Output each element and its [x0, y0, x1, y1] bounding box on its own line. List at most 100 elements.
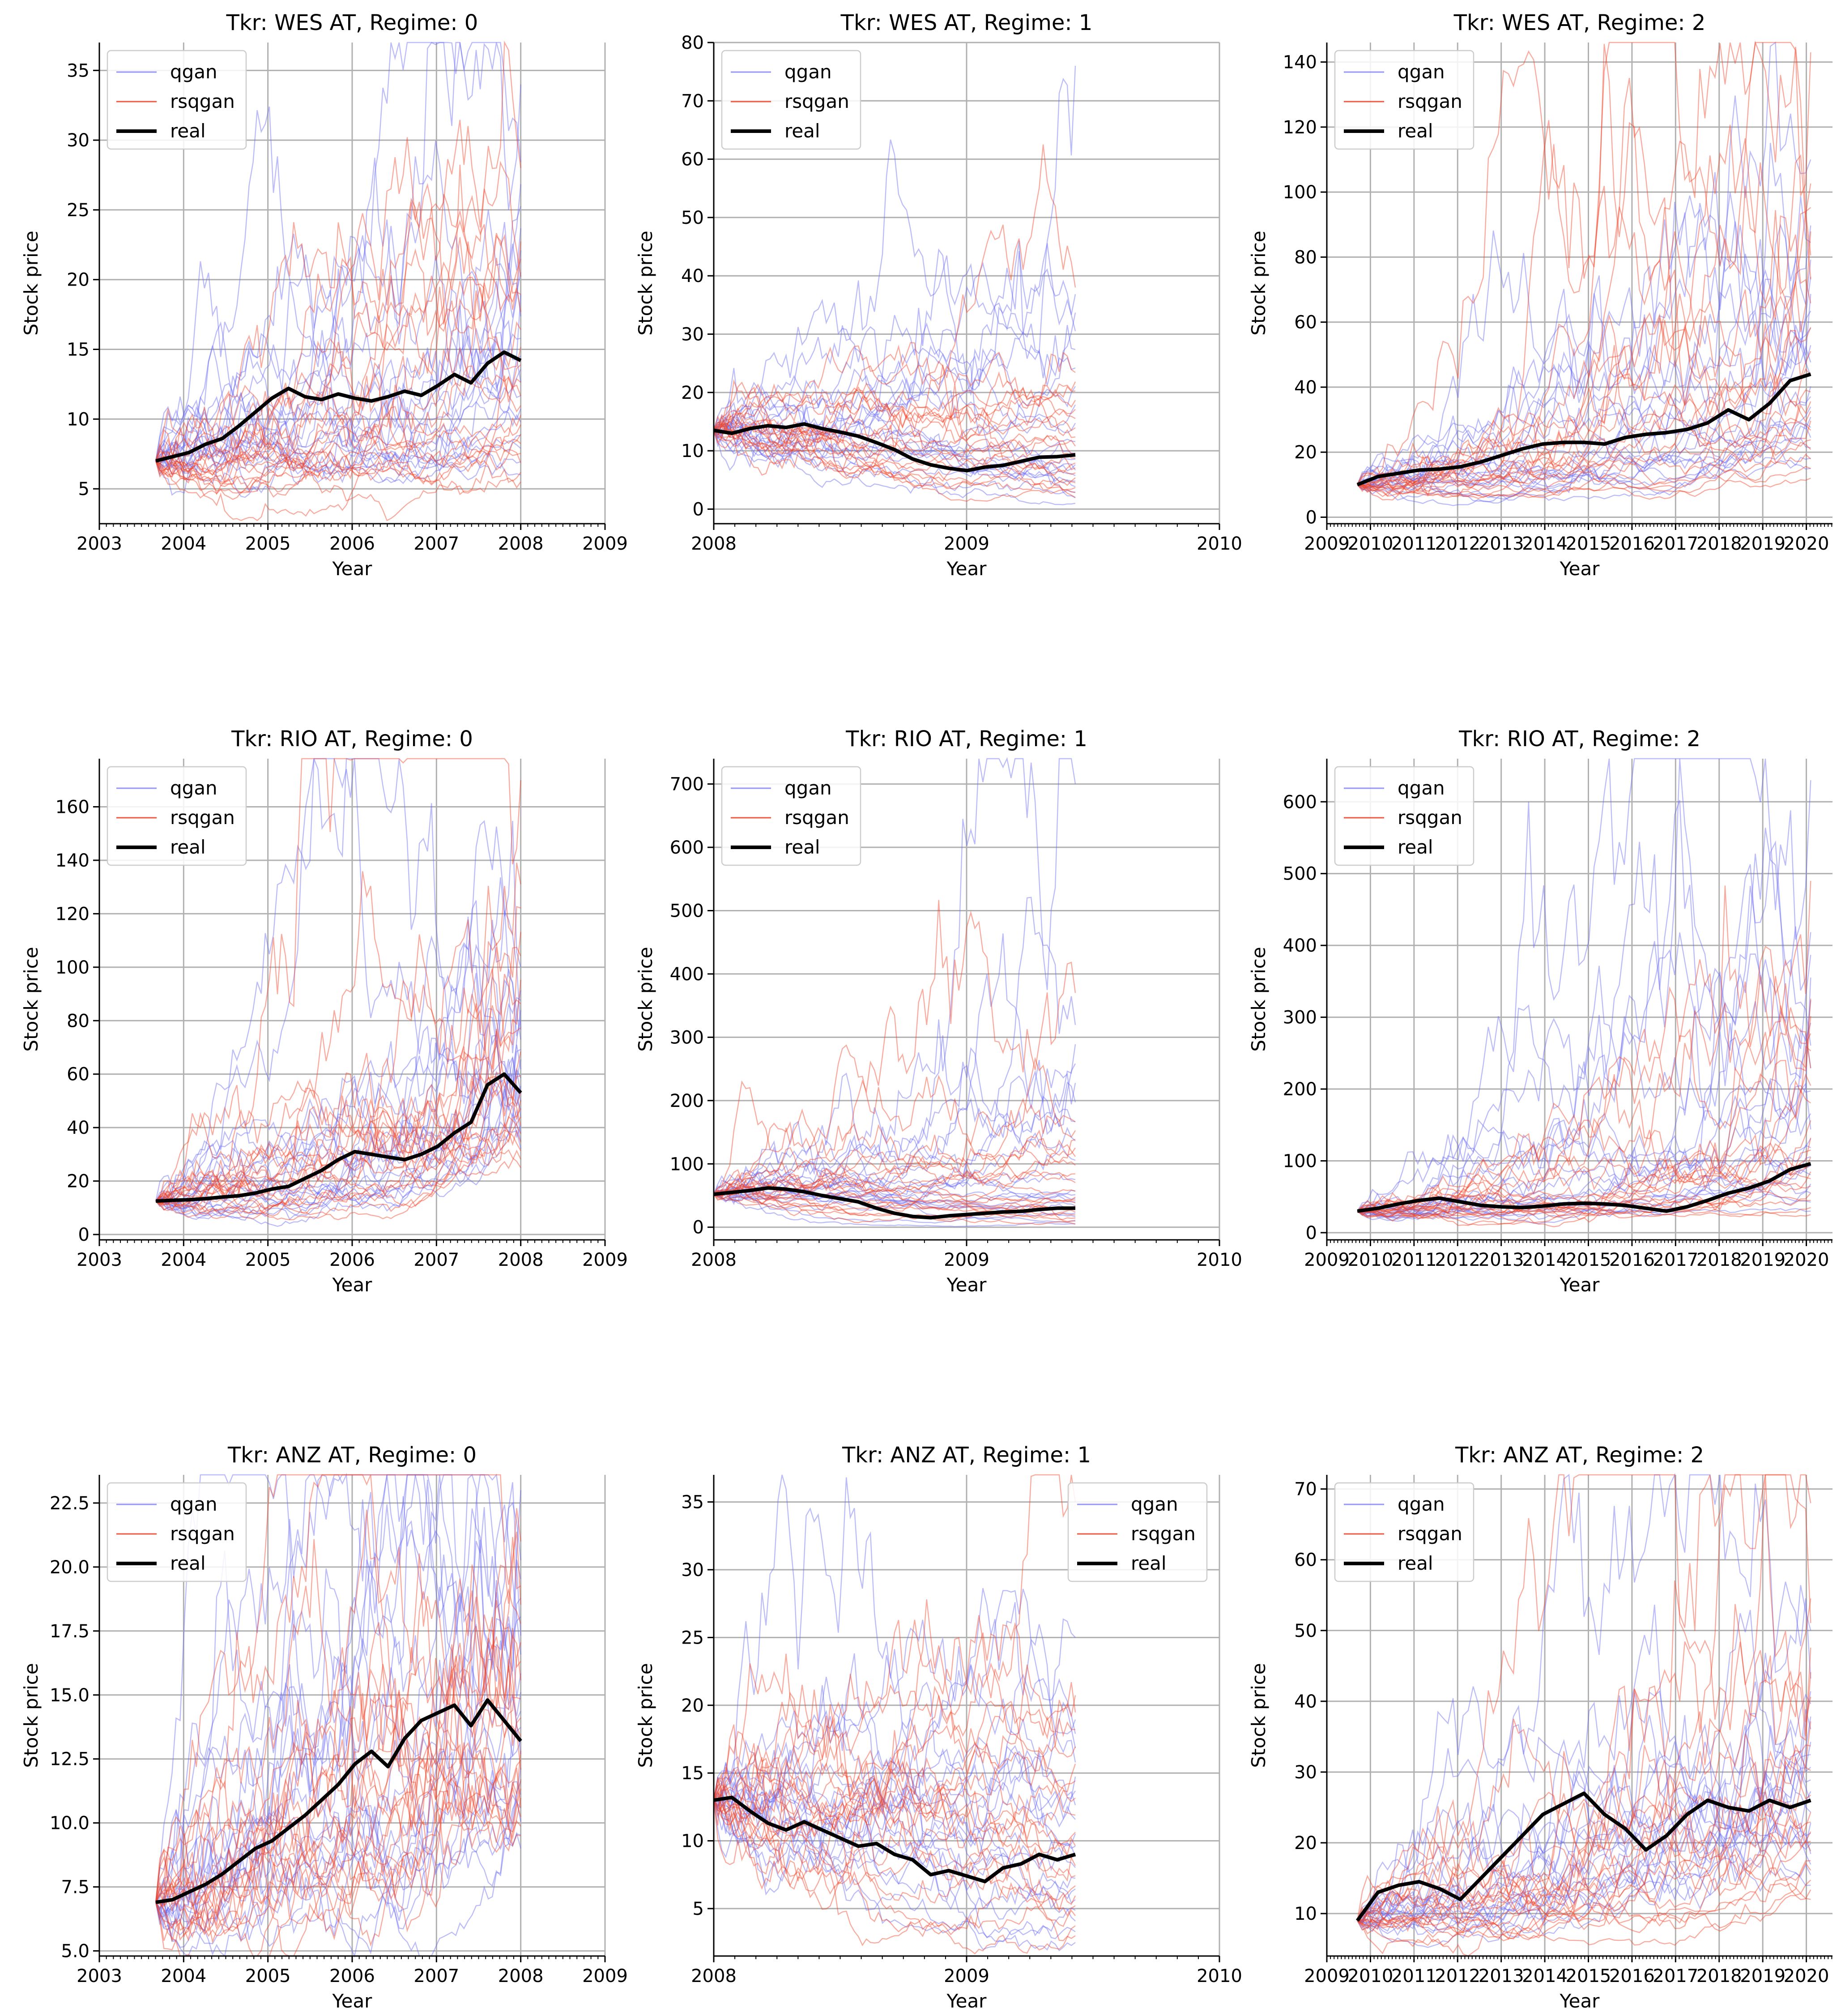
legend-label-real: real: [1398, 120, 1433, 142]
rsqgan-path: [1357, 1173, 1811, 1213]
qgan-path: [713, 1170, 1076, 1195]
rsqgan-path: [713, 386, 1076, 502]
x-tick-label: 2019: [1740, 534, 1786, 554]
qgan-path: [713, 1190, 1076, 1224]
rsqgan-path: [1357, 1157, 1811, 1219]
y-axis-label: Stock price: [20, 231, 42, 335]
y-tick-label: 140: [1283, 52, 1317, 73]
qgan-path: [156, 1034, 521, 1204]
qgan-path: [155, 1702, 521, 1923]
y-tick-label: 0: [1306, 1223, 1317, 1243]
y-axis-label: Stock price: [20, 1663, 42, 1768]
rsqgan-path: [1357, 373, 1811, 492]
y-tick-label: 20: [681, 383, 704, 403]
y-tick-label: 0: [1306, 507, 1317, 528]
qgan-path: [1357, 1756, 1811, 1930]
y-axis-label: Stock price: [1248, 947, 1270, 1051]
rsqgan-path: [155, 442, 521, 494]
x-tick-label: 2020: [1784, 534, 1829, 554]
x-tick-label: 2009: [582, 534, 628, 554]
rsqgan-path: [1357, 294, 1811, 497]
qgan-path: [1357, 172, 1811, 485]
y-tick-label: 40: [67, 1118, 89, 1138]
qgan-path: [1357, 406, 1811, 491]
x-tick-label: 2004: [161, 1966, 206, 1986]
legend-label-qgan: qgan: [170, 1493, 217, 1515]
y-tick-label: 120: [1283, 117, 1317, 138]
x-tick-label: 2006: [329, 534, 375, 554]
y-tick-label: 700: [670, 774, 704, 795]
rsqgan-path: [1357, 474, 1811, 499]
qgan-path: [1357, 864, 1811, 1212]
y-tick-label: 100: [1283, 182, 1317, 203]
qgan-path: [1357, 196, 1811, 494]
legend-label-rsqgan: rsqgan: [170, 90, 235, 112]
rsqgan-path: [155, 364, 521, 521]
qgan-path: [713, 1183, 1076, 1227]
rsqgan-path: [1357, 1801, 1811, 1928]
rsqgan-path: [155, 1588, 521, 1905]
rsqgan-path: [713, 371, 1076, 437]
rsqgan-path: [1357, 1073, 1811, 1219]
rsqgan-path: [1357, 44, 1811, 492]
qgan-path: [713, 1175, 1076, 1209]
x-tick-label: 2010: [1348, 1250, 1394, 1270]
qgan-path: [155, 1490, 521, 1921]
rsqgan-path: [155, 1783, 521, 1937]
rsqgan-path: [713, 1664, 1076, 1843]
qgan-path: [713, 1798, 1076, 1939]
qgan-path: [1357, 1138, 1811, 1217]
rsqgan-path: [713, 1790, 1076, 1857]
qgan-path: [155, 1796, 521, 1948]
x-tick-label: 2008: [691, 534, 737, 554]
rsqgan-path: [1357, 77, 1811, 501]
x-tick-label: 2014: [1522, 534, 1568, 554]
qgan-path: [1357, 41, 1811, 487]
qgan-path: [155, 1474, 521, 1941]
qgan-path: [155, 1109, 521, 1211]
qgan-path: [713, 1174, 1076, 1200]
rsqgan-path: [713, 416, 1076, 453]
y-tick-label: 0: [693, 499, 704, 520]
y-tick-label: 10: [67, 409, 89, 430]
qgan-path: [155, 1474, 521, 1918]
legend-label-qgan: qgan: [1398, 1493, 1445, 1515]
qgan-path: [1357, 1146, 1811, 1216]
qgan-path: [156, 820, 521, 1214]
rsqgan-path: [713, 900, 1076, 1195]
qgan-path: [713, 1701, 1076, 1801]
chart-title: Tkr: ANZ AT, Regime: 1: [842, 1443, 1091, 1468]
rsqgan-path: [713, 364, 1076, 498]
qgan-path: [713, 1145, 1076, 1223]
real-series-line: [155, 1698, 522, 1904]
y-tick-label: 25: [681, 1627, 704, 1648]
rsqgan-path: [155, 1760, 521, 1935]
x-tick-label: 2015: [1566, 534, 1611, 554]
y-tick-label: 60: [681, 149, 704, 170]
y-tick-label: 0: [693, 1217, 704, 1238]
x-tick-label: 2010: [1348, 1966, 1394, 1986]
rsqgan-path: [1357, 1143, 1811, 1212]
qgan-path: [713, 897, 1076, 1195]
x-axis-label: Year: [946, 1274, 987, 1296]
qgan-path: [1357, 396, 1811, 506]
qgan-path: [155, 398, 521, 470]
y-tick-label: 160: [55, 797, 89, 818]
qgan-path: [713, 420, 1076, 505]
x-tick-label: 2004: [161, 534, 206, 554]
legend-box: [721, 50, 861, 150]
x-tick-label: 2011: [1391, 1250, 1437, 1270]
rsqgan-path: [155, 1739, 521, 1913]
y-tick-label: 30: [67, 130, 89, 151]
qgan-path: [1357, 311, 1811, 485]
qgan-path: [155, 978, 521, 1209]
qgan-path: [713, 1681, 1076, 1862]
legend-label-real: real: [170, 1552, 206, 1574]
y-tick-label: 15: [681, 1763, 704, 1784]
legend-label-qgan: qgan: [784, 61, 832, 83]
qgan-path: [1357, 1857, 1811, 1932]
qgan-path: [1357, 392, 1811, 501]
x-tick-label: 2008: [498, 1250, 544, 1270]
qgan-path: [155, 235, 521, 461]
rsqgan-path: [155, 1031, 521, 1202]
